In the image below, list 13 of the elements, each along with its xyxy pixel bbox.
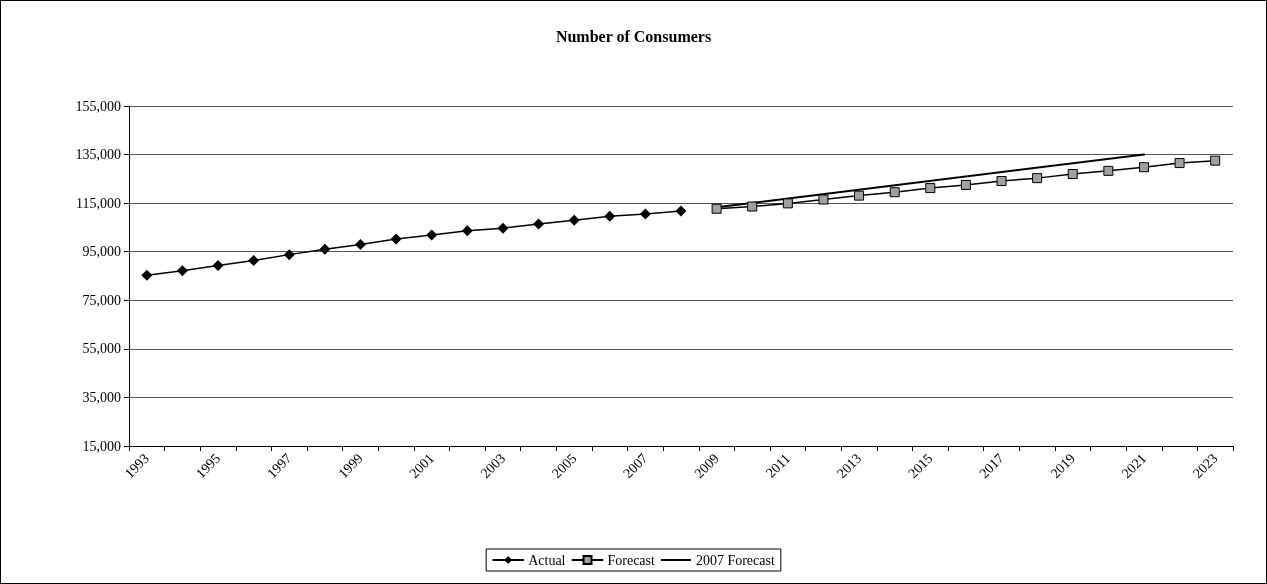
y-tick-label: 95,000 [82, 244, 121, 260]
y-tick-label: 15,000 [82, 438, 121, 454]
legend-label: Actual [528, 552, 566, 568]
y-tick-label: 35,000 [82, 389, 121, 405]
y-tick-label: 135,000 [75, 147, 121, 163]
legend-label: Forecast [607, 552, 656, 568]
y-tick-label: 155,000 [75, 98, 121, 114]
y-tick-label: 75,000 [82, 292, 121, 308]
legend-label: 2007 Forecast [695, 552, 775, 568]
y-tick-label: 115,000 [76, 195, 121, 211]
x-tick-label: 2011 [763, 450, 794, 481]
chart-title: Number of Consumers [555, 27, 712, 45]
y-tick-label: 55,000 [82, 341, 121, 357]
